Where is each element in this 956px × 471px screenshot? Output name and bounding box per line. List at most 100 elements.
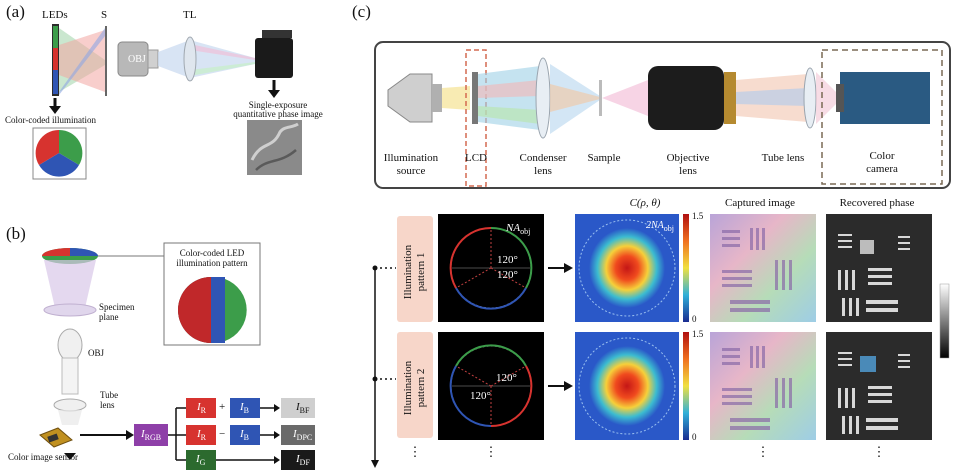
- tube-label-1: Tube: [100, 390, 119, 400]
- two-na-obj-label: 2NAobj: [646, 220, 675, 233]
- specimen-plane: [43, 303, 97, 317]
- circle-green: [59, 129, 83, 165]
- row1-label: Illumination pattern 1: [402, 244, 427, 300]
- tube-lens-label: Tube lens: [761, 152, 805, 164]
- camera-label-2: camera: [866, 163, 898, 175]
- irgb-label: IRGB: [141, 428, 162, 443]
- camera-mount: [836, 84, 844, 112]
- condenser-label-1: Condenser: [519, 152, 567, 164]
- arrowhead-b: [64, 453, 76, 460]
- plus-sign: +: [219, 401, 226, 413]
- ib-label-2: IB: [240, 428, 250, 443]
- ib-box-2: [230, 425, 260, 445]
- panel-a-letter: (a): [6, 2, 25, 21]
- setup-diagram: [374, 41, 951, 189]
- row2-label: Illumination pattern 2: [402, 360, 427, 416]
- condenser-label-2: lens: [534, 165, 552, 177]
- phase-cell-2: [255, 149, 297, 171]
- beam-out-green: [190, 62, 255, 76]
- tube-lens: [183, 36, 197, 82]
- color-camera: [840, 72, 930, 124]
- pupil-row1-ray2: [490, 267, 527, 289]
- pupil-row1-green: [490, 226, 533, 289]
- cb1-max: 1.5: [692, 211, 704, 221]
- na-obj-label: NAobj: [506, 222, 531, 237]
- tube-cone: [58, 410, 82, 425]
- cb1-min: 0: [692, 314, 697, 324]
- ctf-row2-circle: [578, 337, 676, 435]
- pupil-row2-green: [455, 344, 527, 367]
- row2-angle-b: 120°: [470, 390, 491, 402]
- arrowhead-ctf1: [564, 263, 573, 273]
- sensor-die: [47, 433, 59, 443]
- arrowhead-bf: [274, 404, 280, 412]
- objective-b-body: [61, 357, 79, 395]
- lcd-panel: [472, 72, 478, 124]
- arrowhead-rgb: [126, 430, 134, 440]
- single-exposure-label-1: Single-exposure: [248, 100, 308, 110]
- leds-label: LEDs: [42, 9, 68, 21]
- led-red: [53, 48, 58, 70]
- led-pattern-green: [225, 279, 247, 341]
- idpc-box: [281, 425, 315, 445]
- ib-box-1: [230, 398, 260, 418]
- idf-box: [281, 450, 315, 470]
- cb2-min: 0: [692, 432, 697, 442]
- yellow-light: [442, 86, 470, 110]
- arrowhead-ctf2: [564, 381, 573, 391]
- pattern-label-2: illumination pattern: [176, 258, 248, 268]
- pupil-row1-blue: [455, 287, 527, 310]
- arrowhead-df: [274, 456, 280, 464]
- led-pattern-red: [178, 277, 211, 343]
- pupil-row2-red: [490, 365, 533, 428]
- objective-label-1: Objective: [666, 152, 710, 164]
- tl-label: TL: [183, 9, 197, 21]
- pupil-row1-red: [449, 226, 492, 289]
- phase-image: [247, 120, 302, 175]
- sensor-label: Color image sensor: [8, 452, 78, 462]
- arrowhead-dpc: [274, 431, 280, 439]
- irgb-box: [134, 424, 168, 446]
- circle-blue: [39, 153, 79, 177]
- color-coded-label: Color-coded illumination: [5, 115, 97, 125]
- row1-angle-a: 120°: [497, 254, 518, 266]
- ellipsis-4: ⋮: [872, 444, 886, 459]
- obj-label-b: OBJ: [88, 348, 105, 358]
- illum-source-label-1: Illumination: [383, 152, 439, 164]
- panel-b-diagram: [39, 242, 315, 470]
- illumination-neck: [432, 84, 442, 112]
- ellipsis-3: ⋮: [756, 444, 770, 459]
- ib-label-1: IB: [240, 401, 250, 416]
- single-exposure-label-2: quantitative phase image: [233, 109, 323, 119]
- lcd-label: LCD: [465, 152, 487, 164]
- led-disk-blue: [70, 248, 98, 256]
- colorbar-row1: [683, 214, 689, 322]
- phase-colorbar: [939, 283, 950, 359]
- camera-a-top: [262, 30, 292, 38]
- objective-label-2: lens: [679, 165, 697, 177]
- ibf-box: [281, 398, 315, 418]
- objective-ring: [724, 72, 736, 124]
- obj-label-a: OBJ: [128, 54, 146, 65]
- arrowhead-a2: [268, 90, 280, 98]
- circle-red: [35, 129, 59, 165]
- camera-label-1: Color: [869, 150, 895, 162]
- panel-a-diagram: [32, 24, 302, 180]
- ir-box-1: [186, 398, 216, 418]
- specimen-label-1: Specimen: [99, 302, 135, 312]
- colorbar-row2: [683, 332, 689, 440]
- recovered-header: Recovered phase: [839, 197, 915, 209]
- led-green: [53, 26, 58, 48]
- cb2-max: 1.5: [692, 329, 704, 339]
- objective-lens-c: [648, 66, 724, 130]
- bracket-dot1: [372, 265, 378, 271]
- ir-box-2: [186, 425, 216, 445]
- camera-a: [255, 38, 293, 78]
- beam-lcd-green: [478, 106, 540, 124]
- idf-label: IDF: [296, 453, 310, 468]
- ig-box: [186, 450, 216, 470]
- pattern-label-1: Color-coded LED: [179, 248, 245, 258]
- bracket-arrowhead: [371, 460, 379, 468]
- beam-blue: [59, 28, 105, 95]
- beam-out-pink: [190, 44, 255, 60]
